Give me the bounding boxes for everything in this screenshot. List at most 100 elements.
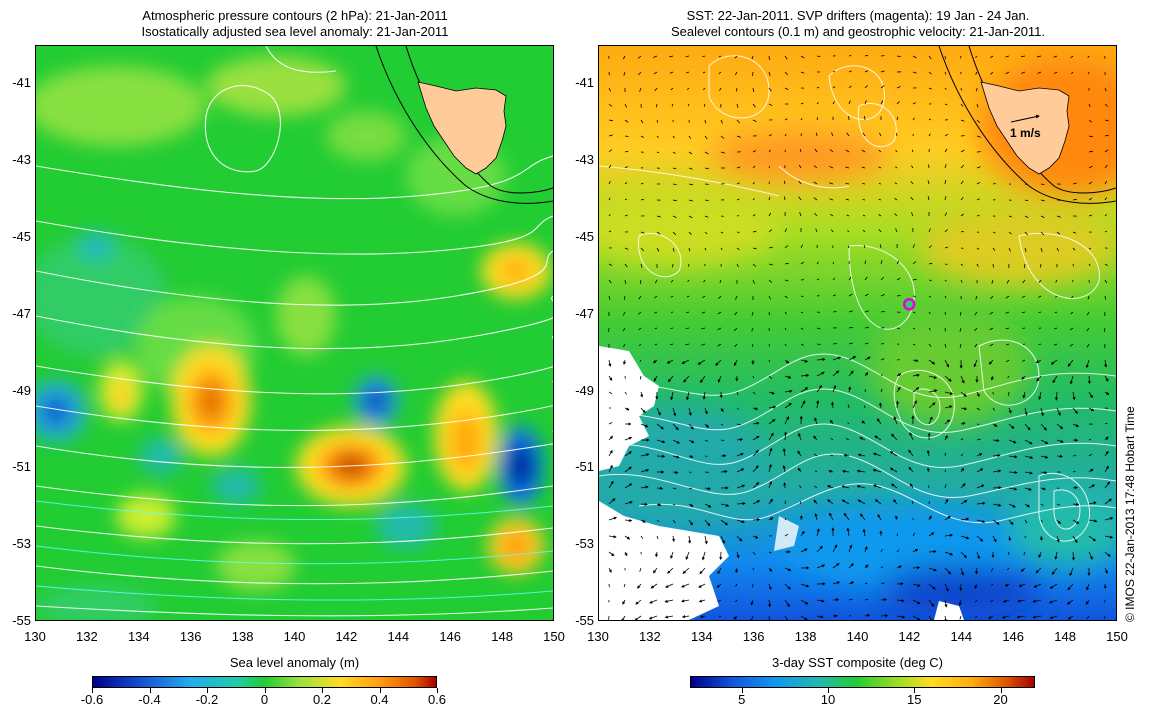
velocity-vector [784, 389, 793, 393]
velocity-vector [720, 231, 724, 234]
velocity-vector [896, 599, 905, 603]
velocity-vector [1072, 231, 1077, 234]
velocity-vector [703, 87, 706, 90]
left-lon-tick: 150 [543, 629, 565, 644]
velocity-vector [608, 119, 613, 122]
velocity-vector [1072, 535, 1078, 544]
velocity-vector [1088, 519, 1098, 523]
velocity-vector [686, 391, 690, 401]
velocity-vector [640, 453, 650, 457]
velocity-vector [665, 583, 674, 588]
velocity-vector [752, 421, 760, 425]
velocity-vector [864, 598, 869, 601]
velocity-vector [976, 247, 980, 250]
sea-level-anomaly-map[interactable] [35, 45, 554, 621]
velocity-vector [893, 499, 898, 505]
velocity-vector [992, 535, 997, 543]
colorbar-tick-mark [264, 688, 266, 693]
velocity-vector [672, 455, 680, 459]
velocity-vector [880, 374, 883, 377]
velocity-vector [608, 134, 613, 137]
velocity-vector [1070, 311, 1074, 315]
velocity-vector [654, 279, 658, 284]
velocity-vector [622, 359, 627, 365]
velocity-vector [736, 263, 739, 268]
velocity-vector [891, 433, 898, 441]
velocity-vector [654, 295, 658, 299]
velocity-vector [1088, 484, 1096, 489]
velocity-vector [960, 180, 964, 185]
colorbar-tick-mark [322, 688, 323, 693]
velocity-vector [1040, 407, 1044, 417]
velocity-vector [847, 245, 850, 249]
velocity-vector [752, 182, 755, 185]
velocity-vector [1086, 327, 1090, 332]
left-lat-tick: -41 [12, 75, 31, 91]
velocity-vector [1005, 327, 1010, 330]
velocity-vector [864, 614, 871, 618]
velocity-vector [1088, 263, 1091, 267]
velocity-vector [640, 119, 644, 124]
velocity-vector [799, 149, 802, 153]
velocity-vector [960, 483, 966, 489]
velocity-vector [976, 135, 981, 138]
velocity-vector [688, 503, 694, 507]
velocity-vector [736, 519, 745, 524]
sst-map[interactable] [598, 45, 1117, 621]
right-lat-tick: -55 [575, 613, 594, 628]
velocity-vector [845, 198, 850, 201]
velocity-vector [990, 55, 994, 58]
velocity-vector [768, 391, 775, 395]
velocity-vector [992, 263, 994, 268]
velocity-vector [1072, 198, 1077, 201]
velocity-vector [624, 263, 628, 268]
velocity-vector [1005, 55, 1010, 58]
velocity-vector [752, 482, 760, 489]
velocity-vector [944, 279, 947, 282]
velocity-vector [702, 295, 706, 299]
velocity-vector [889, 451, 898, 457]
velocity-vector [734, 327, 738, 332]
velocity-vector [816, 102, 819, 105]
velocity-vector [698, 583, 706, 588]
velocity-vector [656, 231, 661, 235]
velocity-vector [768, 432, 774, 441]
velocity-vector [734, 599, 738, 603]
velocity-vector [959, 615, 962, 620]
velocity-vector [688, 135, 692, 139]
velocity-vector [912, 55, 917, 59]
left-lat-tick: -45 [12, 229, 31, 244]
velocity-vector [944, 133, 949, 137]
velocity-vector [960, 407, 968, 411]
velocity-vector [768, 165, 771, 169]
velocity-vector [672, 503, 676, 506]
velocity-vector [816, 599, 825, 603]
velocity-vector [672, 519, 676, 524]
velocity-vector [717, 567, 722, 575]
velocity-vector [928, 549, 937, 554]
velocity-vector [685, 343, 690, 346]
velocity-vector [861, 166, 866, 169]
velocity-vector [736, 198, 740, 201]
velocity-vector [683, 375, 690, 383]
velocity-vector [832, 86, 836, 89]
velocity-vector [736, 437, 744, 442]
velocity-vector [703, 279, 706, 283]
velocity-vector [1056, 535, 1060, 543]
velocity-vector [688, 263, 690, 267]
velocity-vector [816, 545, 823, 553]
velocity-vector [895, 166, 898, 169]
velocity-vector [856, 469, 866, 473]
left-title-line2: Isostatically adjusted sea level anomaly… [141, 24, 449, 39]
velocity-vector [640, 468, 650, 473]
velocity-vector [736, 484, 746, 489]
velocity-vector [928, 164, 930, 169]
velocity-vector [928, 567, 937, 572]
velocity-vector [784, 311, 787, 315]
velocity-vector [608, 149, 613, 153]
velocity-vector [816, 371, 825, 377]
velocity-vector [1038, 551, 1042, 558]
velocity-vector [703, 103, 706, 107]
velocity-vector [752, 263, 757, 267]
velocity-vector [624, 551, 628, 557]
